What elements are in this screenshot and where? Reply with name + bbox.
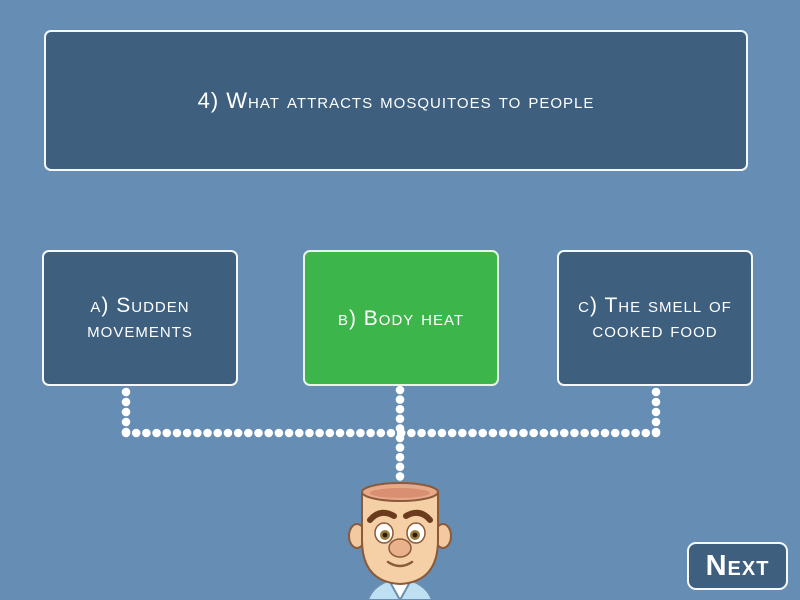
connector-dot: [631, 428, 640, 438]
connector-dot: [284, 428, 294, 438]
connector-dot: [182, 428, 192, 438]
next-button[interactable]: Next: [687, 542, 788, 590]
connector-dot: [478, 428, 488, 438]
connector-dot: [376, 428, 386, 438]
connector-dot: [131, 428, 141, 438]
connector-dot: [244, 428, 253, 438]
answer-b-text: b) Body heat: [337, 306, 465, 330]
connector-dot: [529, 428, 538, 438]
connector-dot: [294, 428, 304, 438]
thinking-character: [348, 482, 452, 600]
connector-dot: [335, 428, 345, 438]
connector-dot: [274, 428, 284, 438]
connector-dot: [172, 428, 182, 438]
connector-dot: [366, 428, 375, 438]
connector-dot: [580, 428, 589, 438]
connector-dot: [458, 428, 467, 438]
connector-dot: [121, 397, 131, 407]
connector-dot: [254, 428, 263, 438]
connector-dot: [395, 433, 405, 443]
connector-dot: [651, 397, 661, 407]
connector-dot: [407, 428, 416, 438]
connector-dot: [427, 428, 437, 438]
connector-dot: [213, 428, 223, 438]
connector-dot: [395, 452, 405, 462]
connector-dot: [641, 428, 651, 438]
connector-dot: [498, 428, 508, 438]
connector-dot: [142, 428, 151, 438]
connector-dot: [651, 387, 661, 397]
connector-dot: [325, 428, 335, 438]
connector-dot: [610, 428, 620, 438]
answer-c-button[interactable]: c) The smell of cooked food: [557, 250, 753, 386]
connector-dot: [621, 428, 630, 438]
answer-a-button[interactable]: a) Sudden movements: [42, 250, 238, 386]
connector-dot: [600, 428, 610, 438]
connector-dot: [519, 428, 528, 438]
connector-dot: [651, 407, 661, 417]
connector-dot: [395, 404, 405, 414]
connector-dot: [395, 472, 405, 481]
connector-dot: [315, 428, 324, 438]
connector-dot: [395, 443, 405, 452]
connector-dot: [264, 428, 273, 438]
connector-dot: [121, 387, 131, 397]
connector-dot: [570, 428, 579, 438]
connector-dot: [305, 428, 314, 438]
connector-dot: [345, 428, 355, 438]
connector-dot: [395, 385, 405, 395]
question-text: 4) What attracts mosquitoes to people: [197, 87, 595, 113]
connector-dot: [488, 428, 498, 438]
connector-dot: [395, 395, 405, 404]
answer-b-button[interactable]: b) Body heat: [303, 250, 499, 386]
connector-dot: [539, 428, 549, 438]
connector-dot: [223, 428, 233, 438]
connector-dot: [162, 428, 172, 438]
answer-a-text: a) Sudden movements: [87, 294, 193, 342]
connector-dot: [395, 414, 405, 424]
connector-dot: [386, 428, 396, 438]
connector-dot: [193, 428, 202, 438]
next-button-label: Next: [705, 549, 770, 582]
connector-dot: [356, 428, 365, 438]
connector-dot: [651, 428, 661, 438]
connector-dot: [121, 407, 131, 417]
connector-dot: [417, 428, 426, 438]
connector-dot: [233, 428, 243, 438]
answer-c-text: c) The smell of cooked food: [578, 294, 732, 342]
connector-dot: [590, 428, 600, 438]
connector-dot: [437, 428, 447, 438]
connector-dot: [395, 462, 405, 472]
connector-dot: [121, 417, 131, 427]
connector-dot: [549, 428, 559, 438]
question-box: 4) What attracts mosquitoes to people: [44, 30, 748, 171]
connector-dot: [651, 417, 661, 427]
connector-dot: [559, 428, 569, 438]
connector-dot: [395, 424, 405, 433]
connector-dot: [509, 428, 518, 438]
connector-dot: [468, 428, 477, 438]
connector-dot: [121, 428, 131, 438]
connector-dot: [203, 428, 212, 438]
connector-dot: [152, 428, 161, 438]
connector-dot: [447, 428, 457, 438]
